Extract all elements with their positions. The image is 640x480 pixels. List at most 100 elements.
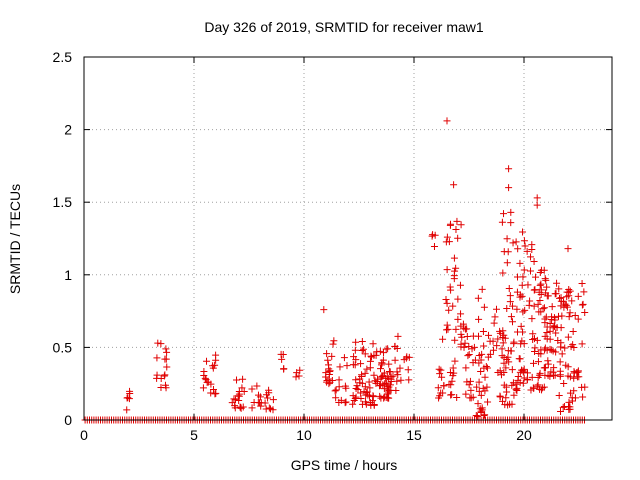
data-point: [326, 378, 334, 386]
data-point: [546, 320, 554, 328]
data-point: [518, 366, 526, 374]
data-point: [547, 368, 555, 376]
data-point: [450, 369, 458, 377]
data-point: [296, 366, 304, 374]
data-point: [574, 315, 582, 323]
data-point: [508, 366, 516, 374]
data-point: [514, 372, 522, 380]
data-point: [335, 383, 343, 391]
data-point: [235, 390, 243, 398]
data-point: [561, 344, 569, 352]
data-point: [570, 374, 578, 382]
data-point: [552, 290, 560, 298]
data-point: [209, 364, 217, 372]
data-point: [209, 385, 217, 393]
x-tick-label: 20: [516, 427, 532, 443]
data-point: [369, 340, 377, 348]
data-point: [500, 381, 508, 389]
data-point: [490, 319, 498, 327]
data-point: [532, 273, 540, 281]
data-point: [378, 359, 386, 367]
data-point: [467, 386, 475, 394]
data-point: [543, 335, 551, 343]
x-tick-label: 15: [406, 427, 422, 443]
data-point: [571, 311, 579, 319]
data-point: [560, 298, 568, 306]
data-point: [483, 364, 491, 372]
data-point: [444, 325, 452, 333]
data-point: [377, 394, 385, 402]
data-point: [548, 313, 556, 321]
data-point: [358, 337, 366, 345]
data-point: [153, 354, 161, 362]
data-point: [466, 394, 474, 402]
data-point: [326, 367, 334, 375]
data-point: [513, 384, 521, 392]
data-point: [528, 373, 536, 381]
data-point: [556, 371, 564, 379]
data-point: [483, 383, 491, 391]
data-point: [446, 221, 454, 229]
data-point: [372, 379, 380, 387]
data-point: [519, 379, 527, 387]
data-point: [531, 286, 539, 294]
data-point: [496, 393, 504, 401]
data-point: [265, 404, 273, 412]
data-point: [536, 369, 544, 377]
data-point: [491, 313, 499, 321]
data-point: [453, 217, 461, 225]
data-point: [465, 350, 473, 358]
data-point: [456, 281, 464, 289]
data-point: [443, 299, 451, 307]
data-point: [566, 373, 574, 381]
data-point: [233, 376, 241, 384]
data-point: [568, 397, 576, 405]
data-point: [442, 326, 450, 334]
data-point: [473, 383, 481, 391]
data-point: [563, 303, 571, 311]
data-point: [452, 225, 460, 233]
data-point: [332, 394, 340, 402]
data-point: [527, 253, 535, 261]
data-point: [357, 360, 365, 368]
data-point: [530, 302, 538, 310]
data-point: [349, 361, 357, 369]
data-point: [435, 365, 443, 373]
data-point: [578, 301, 586, 309]
data-point: [163, 348, 171, 356]
data-point: [462, 390, 470, 398]
data-point: [262, 405, 270, 413]
data-point: [358, 379, 366, 387]
data-point: [340, 354, 348, 362]
data-point: [385, 368, 393, 376]
data-point: [278, 355, 286, 363]
data-point: [366, 384, 374, 392]
data-point: [330, 337, 338, 345]
data-point: [568, 297, 576, 305]
data-point: [163, 363, 171, 371]
data-point: [578, 340, 586, 348]
data-point: [512, 238, 520, 246]
data-point: [438, 373, 446, 381]
data-point: [541, 319, 549, 327]
data-point: [475, 378, 483, 386]
data-point: [253, 382, 261, 390]
data-point: [526, 297, 534, 305]
data-point: [508, 381, 516, 389]
data-point: [510, 340, 518, 348]
data-point: [454, 295, 462, 303]
data-point: [514, 245, 522, 253]
data-point: [443, 233, 451, 241]
data-point: [494, 335, 502, 343]
data-point: [161, 371, 169, 379]
data-point: [574, 292, 582, 300]
data-point: [579, 300, 587, 308]
data-point: [375, 382, 383, 390]
data-point: [364, 391, 372, 399]
data-point: [480, 342, 488, 350]
data-point: [513, 328, 521, 336]
data-point: [457, 330, 465, 338]
data-point: [555, 392, 563, 400]
data-point: [533, 194, 541, 202]
data-point: [478, 285, 486, 293]
